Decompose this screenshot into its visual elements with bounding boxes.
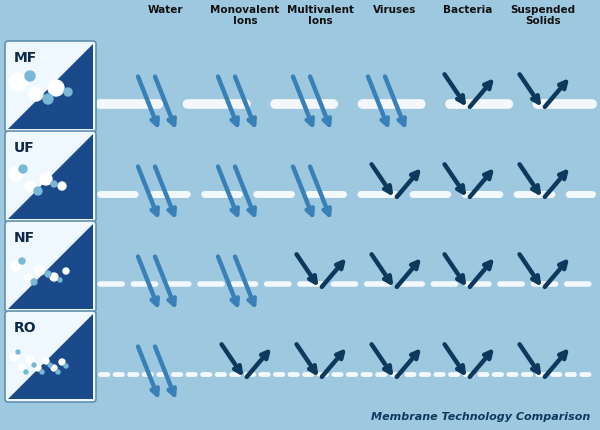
Circle shape (34, 187, 42, 196)
Circle shape (26, 356, 34, 364)
Circle shape (48, 363, 52, 367)
Circle shape (11, 261, 21, 271)
Circle shape (29, 88, 43, 102)
Polygon shape (8, 135, 93, 219)
FancyBboxPatch shape (5, 132, 96, 222)
Circle shape (9, 168, 23, 181)
Circle shape (45, 271, 51, 277)
Circle shape (35, 365, 41, 371)
Circle shape (9, 74, 27, 92)
Circle shape (48, 81, 64, 97)
Circle shape (19, 364, 25, 370)
Text: Viruses: Viruses (373, 5, 416, 15)
Circle shape (51, 181, 57, 187)
FancyBboxPatch shape (5, 42, 96, 133)
Circle shape (43, 95, 53, 105)
Circle shape (58, 278, 62, 283)
Text: Monovalent
Ions: Monovalent Ions (211, 5, 280, 26)
Circle shape (24, 274, 32, 283)
Circle shape (35, 265, 45, 275)
Circle shape (51, 365, 57, 371)
Circle shape (64, 364, 68, 368)
Polygon shape (8, 224, 93, 309)
Text: Water: Water (147, 5, 183, 15)
Circle shape (24, 370, 28, 374)
Circle shape (56, 370, 60, 374)
Text: Multivalent
Ions: Multivalent Ions (287, 5, 353, 26)
Circle shape (58, 183, 66, 190)
Circle shape (31, 280, 37, 286)
Polygon shape (8, 45, 93, 130)
Circle shape (43, 358, 49, 364)
Circle shape (19, 258, 25, 264)
Text: Suspended
Solids: Suspended Solids (511, 5, 575, 26)
Circle shape (40, 370, 44, 374)
FancyBboxPatch shape (5, 311, 96, 402)
Circle shape (10, 353, 18, 361)
Text: RO: RO (14, 320, 37, 334)
Circle shape (59, 359, 65, 365)
Circle shape (19, 166, 27, 174)
FancyBboxPatch shape (5, 221, 96, 312)
Text: NF: NF (14, 230, 35, 244)
Circle shape (16, 350, 20, 354)
Circle shape (64, 89, 72, 97)
Circle shape (40, 174, 52, 186)
Text: UF: UF (14, 141, 35, 155)
Circle shape (32, 363, 36, 367)
Text: MF: MF (14, 51, 37, 65)
Polygon shape (8, 314, 93, 399)
Text: Bacteria: Bacteria (443, 5, 493, 15)
Text: Membrane Technology Comparison: Membrane Technology Comparison (371, 411, 590, 421)
Circle shape (63, 268, 69, 274)
Circle shape (50, 273, 58, 281)
Circle shape (25, 72, 35, 82)
Circle shape (25, 181, 35, 191)
